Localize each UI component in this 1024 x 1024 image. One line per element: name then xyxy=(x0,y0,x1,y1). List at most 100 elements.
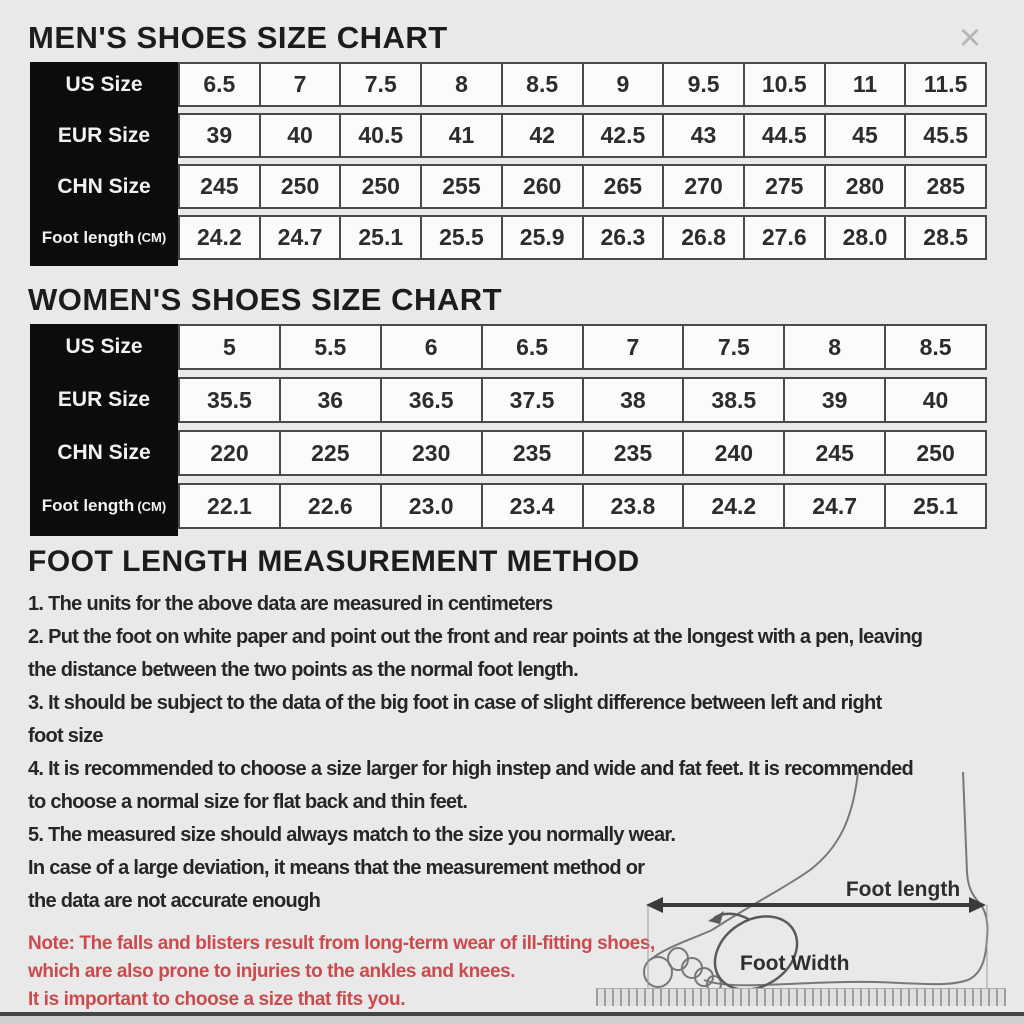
size-cell: 25.5 xyxy=(422,215,503,260)
size-cell: 42 xyxy=(502,113,584,158)
size-cell: 23.0 xyxy=(381,483,483,529)
size-cell: 45 xyxy=(825,113,907,158)
size-table-row: CHN Size 245 250 250 255 260 265 270 275 280 285 xyxy=(30,164,988,209)
note-line: which are also prone to injuries to the … xyxy=(28,961,516,982)
note-line: It is important to choose a size that fi… xyxy=(28,989,406,1010)
size-cell: 8.5 xyxy=(502,62,584,107)
size-cell: 26.8 xyxy=(664,215,745,260)
size-cell: 11.5 xyxy=(906,62,988,107)
size-cell: 8.5 xyxy=(886,324,987,370)
foot-width-label: Foot Width xyxy=(740,952,849,975)
method-step-line: 4. It is recommended to choose a size la… xyxy=(28,758,914,780)
size-cell: 11 xyxy=(825,62,907,107)
size-cell: 235 xyxy=(583,430,685,476)
size-cell: 45.5 xyxy=(906,113,988,158)
size-table-row: Foot length (CM) 22.1 22.6 23.0 23.4 23.8 24.2 2… xyxy=(30,483,987,529)
size-cell: 28.5 xyxy=(906,215,988,260)
size-cell: 250 xyxy=(886,430,987,476)
size-cell: 40 xyxy=(886,377,987,423)
close-icon[interactable]: × xyxy=(958,17,982,59)
size-cell: 240 xyxy=(684,430,786,476)
method-step-line: the data are not accurate enough xyxy=(28,890,321,912)
row-header-label: EUR Size xyxy=(57,388,151,411)
size-cell: 25.1 xyxy=(341,215,423,260)
size-cell: 7.5 xyxy=(684,324,786,370)
size-cell: 38.5 xyxy=(684,377,786,423)
size-cell: 245 xyxy=(178,164,261,209)
size-table-row: CHN Size 220 225 230 235 235 240 245 250 xyxy=(30,430,987,476)
note-text: Note: The falls and blisters result from… xyxy=(28,930,655,1014)
size-cell: 280 xyxy=(825,164,907,209)
size-cell: 39 xyxy=(178,113,261,158)
size-cell: 270 xyxy=(664,164,745,209)
method-step-line: the distance between the two points as t… xyxy=(28,659,579,681)
method-step-line: 2. Put the foot on white paper and point… xyxy=(28,626,923,648)
method-step-line: 3. It should be subject to the data of t… xyxy=(28,692,882,714)
foot-length-arrow xyxy=(646,897,988,988)
size-cell: 43 xyxy=(664,113,745,158)
size-cell: 27.6 xyxy=(744,215,826,260)
row-header-label: US Size xyxy=(65,72,143,96)
size-cell: 260 xyxy=(502,164,584,209)
row-header-label: EUR Size xyxy=(57,123,151,147)
womens-chart-title: WOMEN'S SHOES SIZE CHART xyxy=(28,282,503,317)
size-cell: 36.5 xyxy=(381,377,483,423)
size-cell: 25.9 xyxy=(502,215,584,260)
size-table-row: EUR Size 35.5 36 36.5 37.5 38 38.5 39 40 xyxy=(30,377,987,423)
row-header-label: CHN Size xyxy=(57,174,151,198)
size-cell: 22.1 xyxy=(178,483,281,529)
foot-length-label: Foot length xyxy=(846,878,960,901)
foot-width-arrow xyxy=(708,911,799,991)
size-cell: 22.6 xyxy=(280,483,382,529)
size-cell: 41 xyxy=(422,113,503,158)
size-cell: 24.7 xyxy=(785,483,887,529)
mens-size-table: US Size 6.5 7 7.5 8 8.5 9 9.5 10.5 11 11.5 EUR Size… xyxy=(30,62,988,266)
size-cell: 6.5 xyxy=(482,324,584,370)
size-cell: 250 xyxy=(341,164,423,209)
size-table-row: US Size 5 5.5 6 6.5 7 7.5 8 8.5 xyxy=(30,324,987,370)
size-cell: 25.1 xyxy=(886,483,987,529)
row-header-label: Foot length (CM) xyxy=(41,227,167,247)
size-table-row: US Size 6.5 7 7.5 8 8.5 9 9.5 10.5 11 11.5 xyxy=(30,62,988,107)
size-table-row: Foot length (CM) 24.2 24.7 25.1 25.5 25.9 26.3 2… xyxy=(30,215,988,260)
size-cell: 245 xyxy=(785,430,887,476)
mens-chart-title: MEN'S SHOES SIZE CHART xyxy=(28,20,448,55)
size-cell: 23.8 xyxy=(583,483,685,529)
row-header-label: US Size xyxy=(65,335,143,358)
method-step-line: 5. The measured size should always match… xyxy=(28,824,676,846)
size-cell: 8 xyxy=(422,62,503,107)
size-cell: 275 xyxy=(744,164,826,209)
size-cell: 255 xyxy=(422,164,503,209)
foot-diagram: Foot length Foot Width xyxy=(643,772,989,993)
size-cell: 220 xyxy=(178,430,281,476)
method-step-line: to choose a normal size for flat back an… xyxy=(28,791,468,813)
size-cell: 230 xyxy=(381,430,483,476)
size-cell: 35.5 xyxy=(178,377,281,423)
size-cell: 24.7 xyxy=(260,215,342,260)
size-cell: 8 xyxy=(785,324,887,370)
method-step-line: 1. The units for the above data are meas… xyxy=(28,593,553,615)
size-cell: 9 xyxy=(583,62,665,107)
bottom-strip xyxy=(0,1016,1024,1024)
row-header-label: CHN Size xyxy=(57,441,151,464)
note-line: Note: The falls and blisters result from… xyxy=(28,933,655,954)
size-cell: 6.5 xyxy=(178,62,261,107)
size-cell: 44.5 xyxy=(744,113,826,158)
size-cell: 23.4 xyxy=(482,483,584,529)
size-cell: 42.5 xyxy=(583,113,665,158)
size-cell: 225 xyxy=(280,430,382,476)
bottom-divider xyxy=(0,1012,1024,1016)
size-cell: 7.5 xyxy=(341,62,423,107)
size-cell: 24.2 xyxy=(684,483,786,529)
size-cell: 40.5 xyxy=(341,113,423,158)
method-instructions: 1. The units for the above data are meas… xyxy=(28,588,1018,918)
size-cell: 6 xyxy=(381,324,483,370)
size-cell: 36 xyxy=(280,377,382,423)
size-cell: 7 xyxy=(260,62,342,107)
method-step-line: foot size xyxy=(28,725,104,747)
method-step-line: In case of a large deviation, it means t… xyxy=(28,857,645,879)
size-cell: 7 xyxy=(583,324,685,370)
size-cell: 24.2 xyxy=(178,215,261,260)
size-cell: 26.3 xyxy=(583,215,665,260)
